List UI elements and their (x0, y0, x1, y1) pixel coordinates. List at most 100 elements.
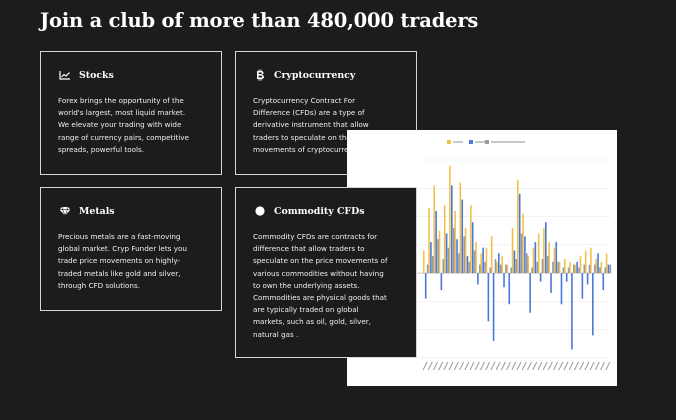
chart-x-tick-label (474, 361, 480, 371)
commodity-cfds-description: Commodity CFDs are contracts for differe… (253, 232, 388, 339)
chart-bar (451, 185, 453, 274)
chart-bar (430, 242, 432, 274)
chart-x-tick-label (563, 361, 569, 371)
chart-bar (485, 247, 488, 274)
chart-x-tick-label (479, 361, 485, 371)
chart-bar (599, 267, 601, 274)
chart-x-tick-label (432, 361, 438, 371)
metals-card[interactable]: Metals Precious metals are a fast-moving… (40, 187, 222, 311)
chart-x-tick-label (516, 361, 522, 371)
chart-bar (541, 259, 544, 274)
chart-bar (471, 222, 474, 274)
chart-bar (508, 273, 511, 305)
chart-x-tick-label (600, 361, 606, 371)
chart-x-tick-label (547, 361, 553, 371)
chart-bar (423, 250, 425, 274)
chart-x-tick-label (589, 361, 595, 371)
chart-bar (487, 273, 490, 322)
chart-bar (565, 273, 568, 282)
chart-legend-label (475, 141, 485, 143)
chart-bar (518, 193, 521, 274)
chart-bar (522, 213, 524, 274)
chart-bar (447, 247, 450, 274)
chart-bar (449, 165, 451, 274)
chart-bar (513, 250, 516, 274)
chart-bar (515, 259, 518, 274)
chart-bar (576, 261, 578, 274)
metals-description: Precious metals are a fast-moving global… (58, 232, 187, 290)
chart-bar (506, 264, 509, 274)
chart-bar (558, 261, 561, 274)
commodity-cfds-card[interactable]: Commodity CFDs Commodity CFDs are contra… (235, 187, 417, 358)
chart-x-tick-label (500, 361, 506, 371)
chart-bar (590, 247, 592, 274)
chart-x-tick-label (464, 361, 470, 371)
chart-bar (452, 227, 455, 274)
chart-bar (567, 267, 570, 274)
circle-icon (253, 204, 267, 218)
chart-bar (555, 242, 558, 274)
chart-bar (562, 267, 565, 274)
chart-x-tick-label (573, 361, 579, 371)
cryptocurrency-title: Cryptocurrency (274, 69, 356, 81)
chart-bar (605, 253, 608, 274)
chart-x-tick-label (537, 361, 543, 371)
chart-bar (604, 267, 606, 274)
chart-bar (553, 247, 556, 274)
cryptocurrency-card[interactable]: Cryptocurrency Cryptocurrency Contract F… (235, 51, 417, 175)
chart-legend-swatch (485, 140, 489, 144)
chart-bar (593, 264, 596, 274)
chart-bar (479, 264, 481, 274)
chart-bar (584, 250, 587, 274)
chart-bar (477, 273, 479, 285)
chart-bar (484, 261, 486, 274)
chart-bar (536, 261, 539, 274)
chart-bar (498, 253, 500, 274)
chart-bar (494, 259, 497, 274)
chart-x-tick-label (594, 361, 600, 371)
chart-bar (463, 236, 465, 274)
stocks-card[interactable]: Stocks Forex brings the opportunity of t… (40, 51, 222, 175)
chart-bar (578, 267, 580, 274)
chart-bar (524, 236, 526, 274)
line-chart-icon (58, 68, 72, 82)
chart-x-tick-label (453, 361, 459, 371)
chart-bar (490, 236, 493, 274)
chart-x-tick-label (438, 361, 444, 371)
chart-bar (482, 247, 484, 274)
diamond-icon (58, 204, 72, 218)
chart-bar (426, 264, 429, 274)
chart-legend-label (491, 141, 525, 143)
chart-legend-swatch (469, 140, 473, 144)
chart-bar (531, 267, 533, 274)
chart-bar (435, 210, 437, 274)
chart-bar (548, 242, 550, 274)
chart-x-tick-label (542, 361, 548, 371)
chart-x-tick-label (605, 361, 611, 371)
chart-bar (503, 273, 505, 288)
chart-bar (458, 253, 460, 274)
chart-bar (433, 185, 436, 274)
chart-bar (573, 264, 575, 274)
chart-bar (537, 233, 540, 274)
chart-x-tick-label (459, 361, 465, 371)
chart-bar (539, 273, 542, 282)
chart-x-tick-label (506, 361, 512, 371)
stocks-description: Forex brings the opportunity of the worl… (58, 96, 189, 154)
chart-bar (597, 253, 599, 274)
chart-bar (459, 182, 462, 274)
chart-x-tick-label (443, 361, 449, 371)
chart-bar (586, 273, 589, 285)
chart-x-tick-label (568, 361, 574, 371)
chart-bar (595, 259, 597, 274)
chart-bar (545, 222, 547, 274)
bitcoin-icon (253, 68, 267, 82)
chart-x-tick-label (495, 361, 501, 371)
chart-bar (468, 261, 471, 274)
chart-x-tick-label (422, 361, 428, 371)
chart-bar (442, 259, 445, 274)
chart-bar (581, 273, 584, 299)
chart-bar (574, 264, 577, 274)
chart-x-tick-label (448, 361, 454, 371)
chart-bar (592, 273, 594, 336)
